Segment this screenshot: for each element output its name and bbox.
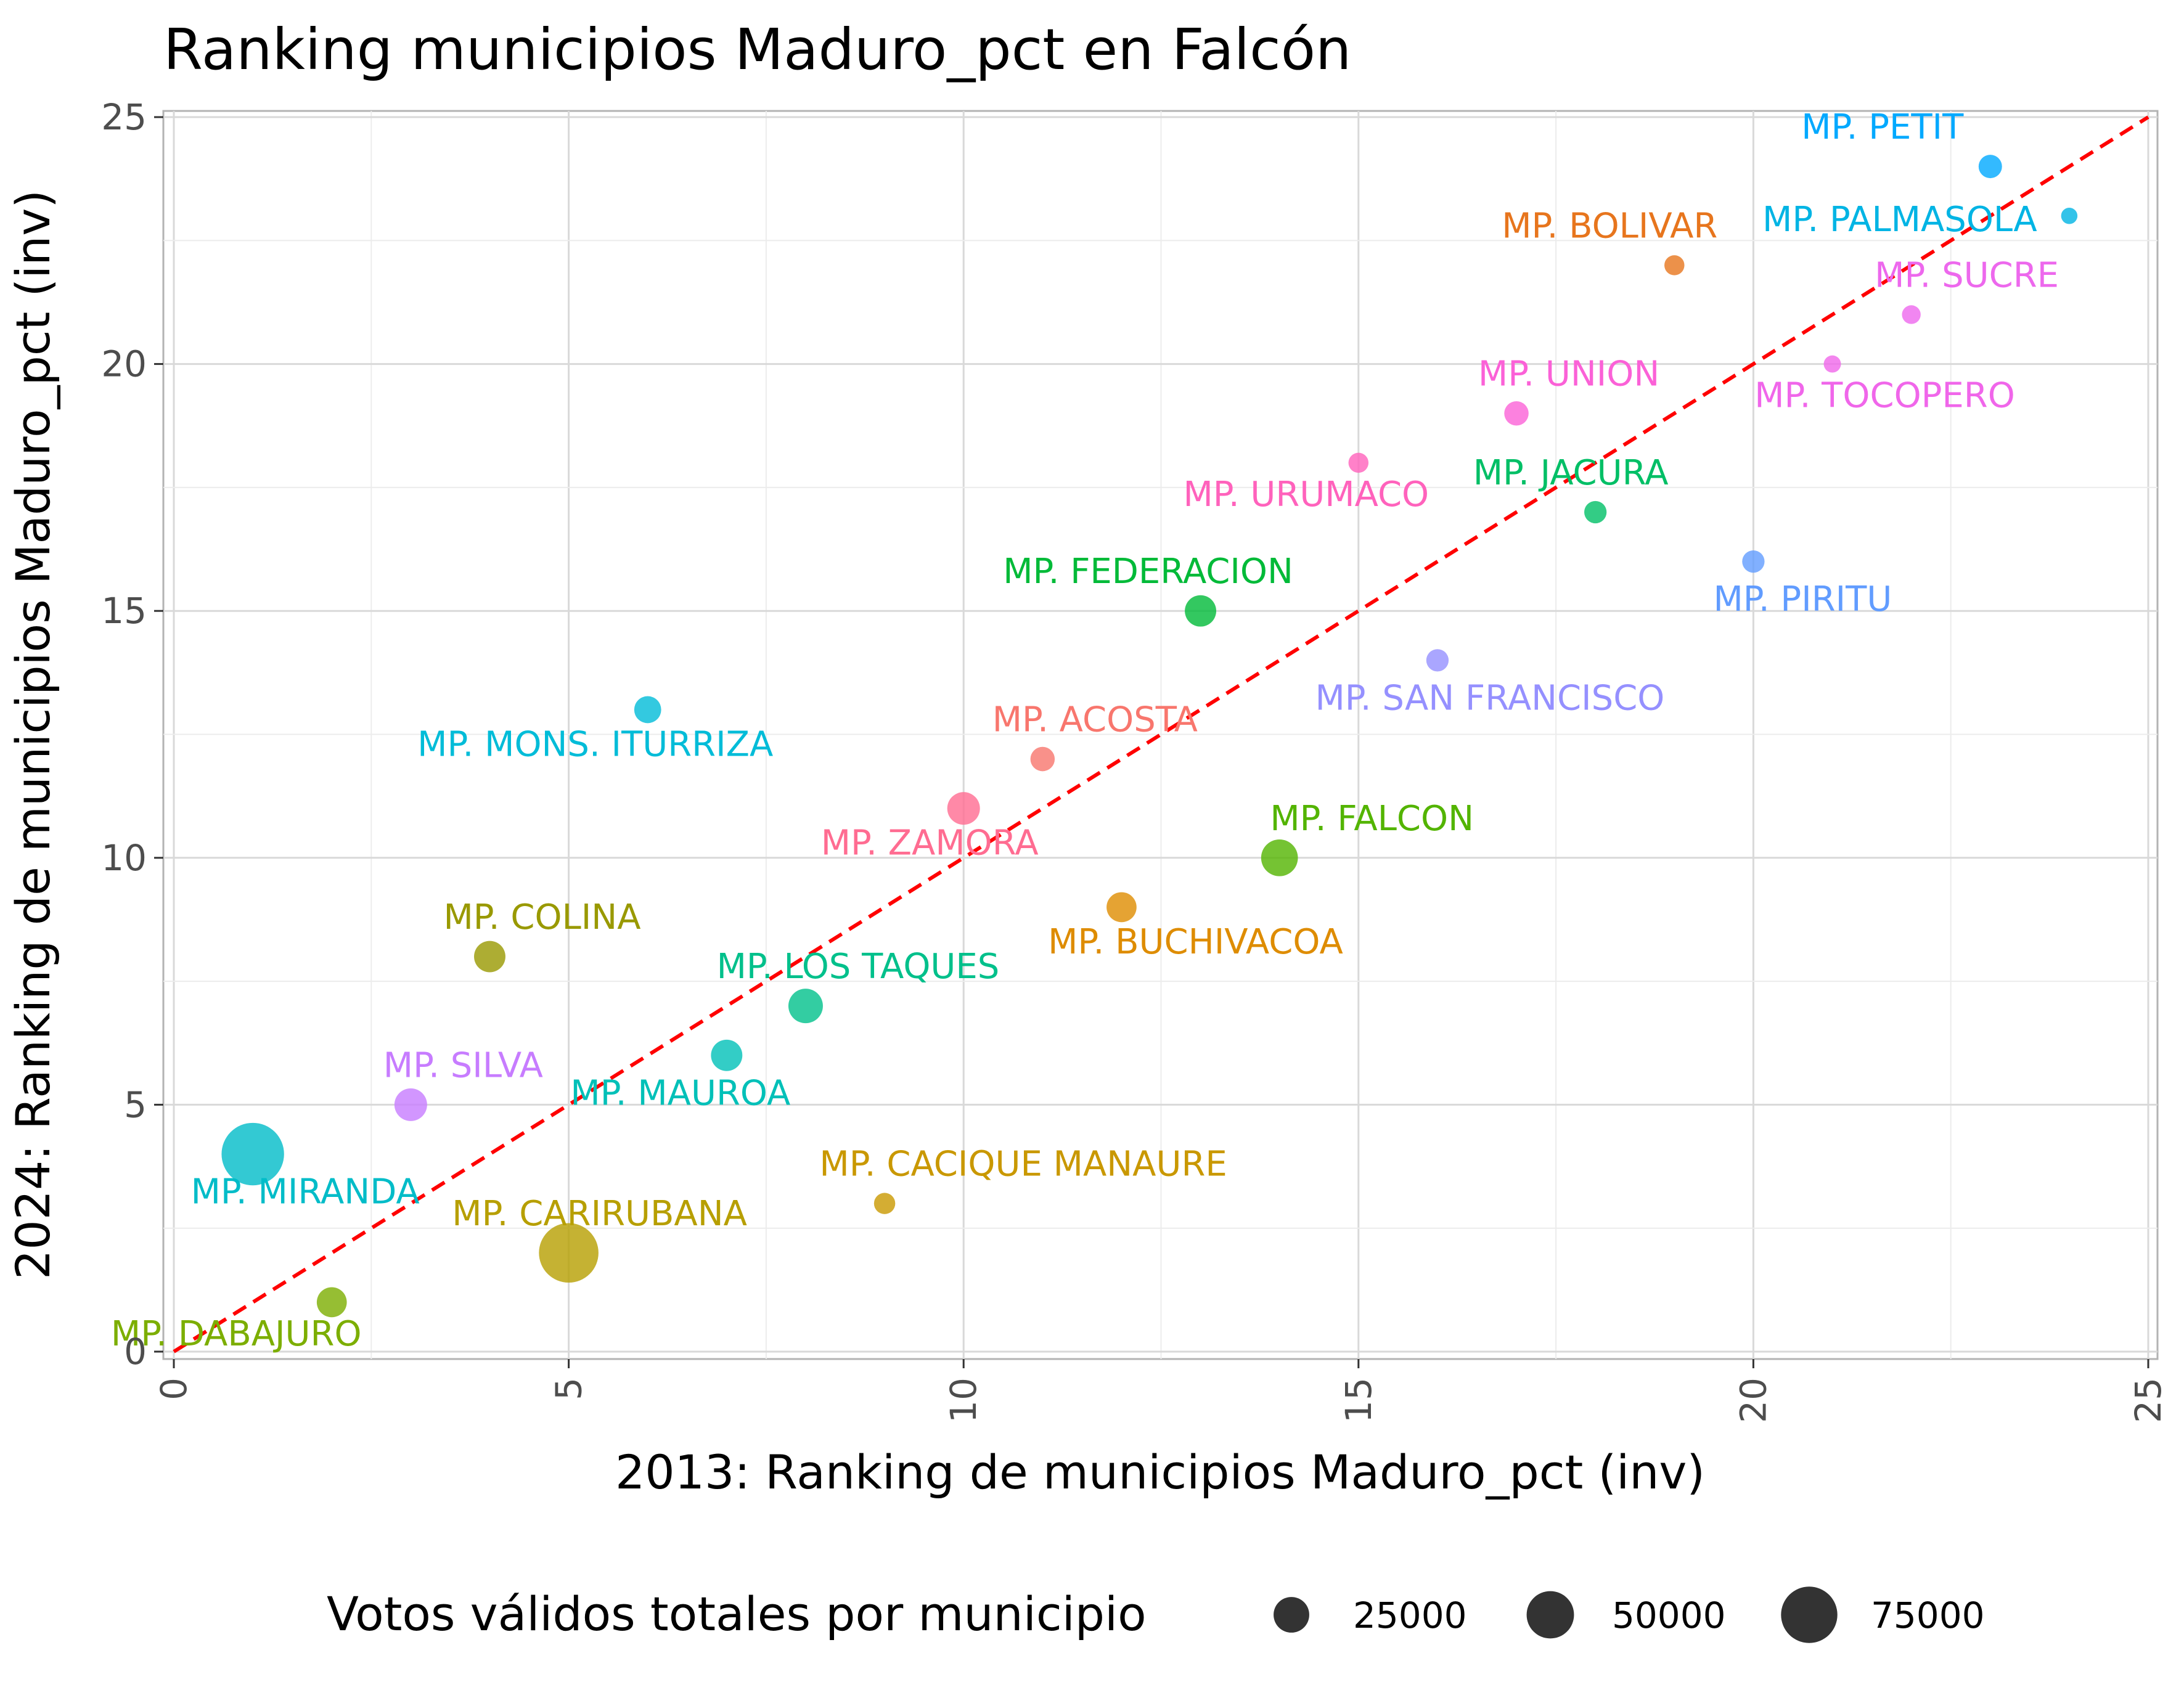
data-point	[1348, 452, 1369, 473]
y-tick-label: 10	[101, 837, 147, 879]
point-label: MP. DABAJURO	[111, 1314, 362, 1354]
data-point	[1261, 839, 1298, 876]
legend-size-marker	[1781, 1586, 1838, 1643]
data-point	[711, 1039, 743, 1071]
data-point	[873, 1193, 896, 1214]
data-point	[1504, 401, 1529, 426]
point-label: MP. MIRANDA	[191, 1172, 420, 1212]
point-label: MP. PIRITU	[1713, 579, 1892, 619]
legend-title: Votos válidos totales por municipio	[327, 1586, 1147, 1641]
point-label: MP. FALCON	[1270, 799, 1474, 839]
plot-panel: MP. PETIT MP. PALMASOLA MP. BOLIVAR MP. SUC…	[111, 107, 2159, 1360]
point-label: MP. COLINA	[443, 897, 640, 937]
point-label: MP. SAN FRANCISCO	[1315, 678, 1664, 718]
data-point	[1742, 550, 1765, 573]
point-label: MP. JACURA	[1473, 453, 1669, 493]
data-point	[1106, 892, 1137, 923]
data-point	[394, 1088, 427, 1121]
x-axis-ticks: 0 5 10 15 20 25	[153, 1359, 2169, 1423]
y-tick-label: 20	[101, 343, 147, 385]
legend-label: 75000	[1871, 1594, 1985, 1636]
data-point	[788, 989, 823, 1024]
data-point	[316, 1287, 347, 1318]
legend: Votos válidos totales por municipio 2500…	[327, 1586, 1985, 1643]
point-label: MP. BUCHIVACOA	[1048, 922, 1343, 962]
point-label: MP. TOCOPERO	[1754, 376, 2015, 416]
chart-title: Ranking municipios Maduro_pct en Falcón	[163, 17, 1351, 83]
y-tick-label: 5	[124, 1084, 147, 1125]
data-point	[539, 1223, 599, 1283]
point-label: MP. URUMACO	[1183, 475, 1429, 515]
y-tick-label: 15	[101, 590, 147, 632]
x-tick-label: 10	[943, 1378, 984, 1423]
point-label: MP. ZAMORA	[821, 823, 1039, 863]
data-point	[1426, 649, 1449, 672]
data-point	[2061, 207, 2078, 224]
reference-line	[173, 115, 2149, 1353]
point-label: MP. MONS. ITURRIZA	[417, 724, 773, 764]
legend-label: 25000	[1353, 1594, 1467, 1636]
data-point	[1185, 595, 1217, 627]
y-tick-label: 25	[101, 96, 147, 138]
data-point	[634, 696, 661, 724]
x-tick-label: 0	[153, 1378, 195, 1400]
x-tick-label: 15	[1338, 1378, 1380, 1423]
x-tick-label: 5	[548, 1378, 590, 1400]
point-label: MP. CACIQUE MANAURE	[819, 1145, 1227, 1185]
grid-lines	[163, 111, 2157, 1359]
data-points	[221, 155, 2078, 1318]
legend-entries: 25000 50000 75000	[1274, 1586, 1985, 1643]
x-tick-label: 20	[1732, 1378, 1774, 1423]
point-label: MP. FEDERACION	[1003, 552, 1293, 592]
y-tick-label: 0	[124, 1331, 147, 1373]
data-point	[947, 792, 980, 825]
point-label: MP. MAUROA	[570, 1073, 790, 1113]
data-point	[1664, 255, 1685, 276]
legend-size-marker	[1274, 1597, 1309, 1633]
data-point	[1584, 500, 1607, 524]
point-label: MP. SILVA	[383, 1045, 543, 1085]
point-label: MP. LOS TAQUES	[717, 947, 1000, 987]
x-axis-title: 2013: Ranking de municipios Maduro_pct (…	[615, 1445, 1705, 1500]
data-point	[1823, 355, 1841, 373]
point-labels: MP. PETIT MP. PALMASOLA MP. BOLIVAR MP. SUC…	[111, 107, 2059, 1354]
y-axis-title: 2024: Ranking de municipios Maduro_pct (…	[6, 190, 60, 1280]
legend-label: 50000	[1612, 1594, 1726, 1636]
point-label: MP. BOLIVAR	[1502, 206, 1717, 246]
data-point	[1902, 305, 1921, 324]
data-point	[474, 941, 505, 973]
point-label: MP. ACOSTA	[992, 700, 1198, 740]
point-label: MP. CARIRUBANA	[452, 1194, 747, 1234]
data-point	[1978, 155, 2002, 179]
legend-size-marker	[1526, 1591, 1574, 1639]
point-label: MP. PETIT	[1801, 107, 1964, 147]
point-label: MP. PALMASOLA	[1762, 200, 2037, 240]
x-tick-label: 25	[2127, 1378, 2169, 1423]
data-point	[221, 1122, 284, 1186]
data-point	[1030, 746, 1055, 772]
point-label: MP. SUCRE	[1875, 255, 2059, 295]
point-label: MP. UNION	[1478, 354, 1659, 394]
y-axis-ticks: 0 5 10 15 20 25	[101, 96, 163, 1373]
